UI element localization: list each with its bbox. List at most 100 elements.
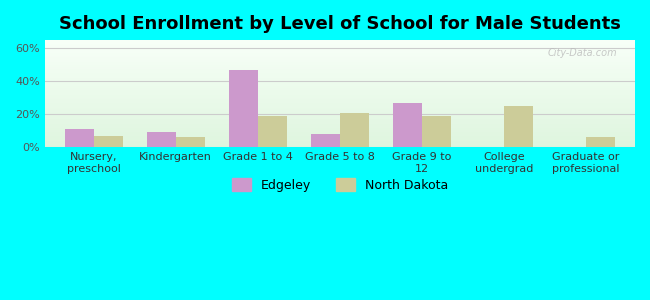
Bar [45,92,635,93]
Bar [45,44,635,46]
Bar [45,107,635,109]
Bar [45,93,635,94]
Bar [65,129,94,147]
Bar [94,136,122,147]
Bar [45,53,635,54]
Bar [45,144,635,145]
Bar [45,116,635,117]
Bar [45,140,635,141]
Bar [45,60,635,62]
Bar [45,61,635,63]
Bar [45,83,635,84]
Bar [45,51,635,52]
Bar [45,54,635,55]
Bar [45,104,635,105]
Bar [45,55,635,56]
Bar [45,118,635,119]
Bar [311,134,340,147]
Bar [45,42,635,43]
Bar [45,72,635,73]
Bar [45,85,635,86]
Bar [45,141,635,142]
Bar [45,87,635,88]
Bar [45,132,635,133]
Bar [45,88,635,89]
Bar [45,73,635,74]
Bar [45,109,635,110]
Bar [45,120,635,122]
Bar [45,126,635,127]
Bar [45,84,635,85]
Bar [45,56,635,57]
Bar [45,119,635,120]
Bar [45,128,635,129]
Bar [45,40,635,41]
Bar [45,137,635,139]
Bar [147,132,176,147]
Bar [45,131,635,132]
Bar [45,105,635,106]
Bar [45,133,635,134]
Bar [45,94,635,95]
Bar [45,80,635,81]
Bar [176,137,205,147]
Bar [45,97,635,98]
Bar [258,116,287,147]
Bar [45,114,635,115]
Bar [45,125,635,126]
Bar [393,103,422,147]
Bar [45,48,635,49]
Bar [45,50,635,51]
Bar [45,145,635,146]
Bar [586,137,614,147]
Bar [45,124,635,125]
Bar [504,106,532,147]
Bar [45,98,635,99]
Bar [45,139,635,140]
Bar [45,95,635,96]
Bar [340,112,369,147]
Bar [45,81,635,82]
Bar [45,65,635,66]
Bar [45,59,635,60]
Bar [45,66,635,67]
Bar [45,58,635,59]
Bar [45,112,635,113]
Bar [45,70,635,71]
Bar [45,102,635,103]
Bar [45,78,635,79]
Bar [45,90,635,92]
Bar [45,64,635,65]
Bar [422,116,450,147]
Bar [45,96,635,97]
Bar [45,142,635,143]
Bar [45,69,635,70]
Bar [45,100,635,101]
Bar [45,103,635,104]
Bar [45,89,635,90]
Bar [45,63,635,64]
Bar [45,99,635,100]
Bar [45,74,635,75]
Title: School Enrollment by Level of School for Male Students: School Enrollment by Level of School for… [59,15,621,33]
Bar [45,117,635,118]
Bar [45,129,635,130]
Bar [229,70,258,147]
Bar [45,134,635,135]
Bar [45,101,635,102]
Bar [45,71,635,72]
Bar [45,52,635,53]
Bar [45,49,635,50]
Bar [45,106,635,107]
Bar [45,130,635,131]
Bar [45,143,635,144]
Bar [45,127,635,128]
Bar [45,86,635,87]
Bar [45,113,635,114]
Bar [45,76,635,78]
Legend: Edgeley, North Dakota: Edgeley, North Dakota [227,173,453,196]
Bar [45,146,635,147]
Bar [45,82,635,83]
Bar [45,68,635,69]
Bar [45,115,635,116]
